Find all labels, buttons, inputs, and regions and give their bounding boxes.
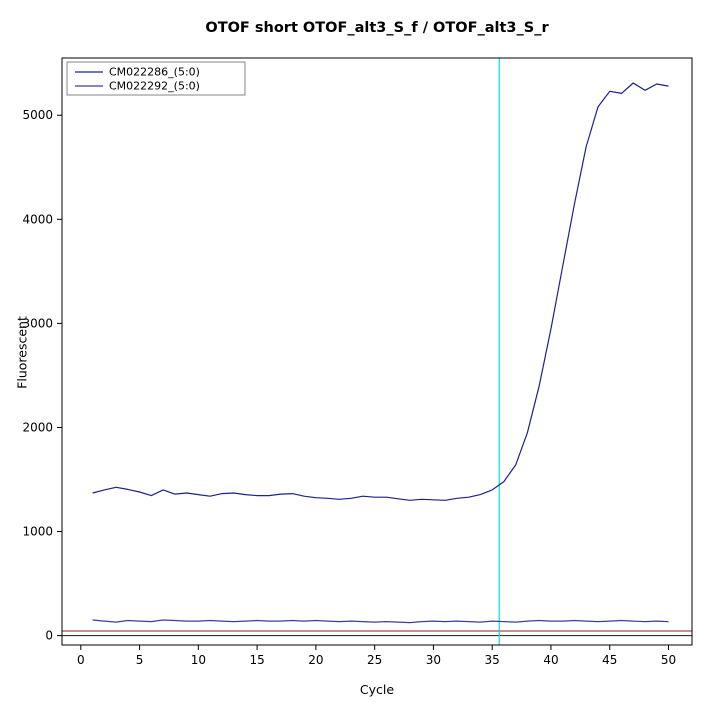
y-tick-label: 0 bbox=[45, 629, 53, 643]
x-tick-label: 30 bbox=[426, 653, 441, 667]
y-tick-label: 4000 bbox=[22, 212, 53, 226]
x-tick-label: 40 bbox=[543, 653, 558, 667]
series-line-1 bbox=[92, 619, 669, 624]
y-tick-label: 2000 bbox=[22, 420, 53, 434]
legend-label: CM022292_(5:0) bbox=[109, 80, 200, 93]
x-tick-label: 25 bbox=[367, 653, 382, 667]
x-tick-label: 50 bbox=[661, 653, 676, 667]
x-tick-label: 15 bbox=[249, 653, 264, 667]
y-axis-label: Fluorescent bbox=[14, 316, 30, 389]
x-tick-label: 10 bbox=[191, 653, 206, 667]
x-tick-label: 45 bbox=[602, 653, 617, 667]
legend-label: CM022286_(5:0) bbox=[109, 66, 200, 79]
plot-box bbox=[61, 57, 693, 646]
legend-box bbox=[66, 61, 246, 96]
x-tick-label: 0 bbox=[77, 653, 85, 667]
y-tick-label: 1000 bbox=[22, 525, 53, 539]
x-tick-label: 5 bbox=[136, 653, 144, 667]
y-tick-label: 3000 bbox=[22, 316, 53, 330]
x-tick-label: 35 bbox=[485, 653, 500, 667]
y-tick-label: 5000 bbox=[22, 108, 53, 122]
series-line-0 bbox=[92, 82, 669, 501]
chart-title: OTOF short OTOF_alt3_S_f / OTOF_alt3_S_r bbox=[205, 20, 549, 36]
x-tick-label: 20 bbox=[308, 653, 323, 667]
x-axis-label: Cycle bbox=[359, 682, 395, 697]
